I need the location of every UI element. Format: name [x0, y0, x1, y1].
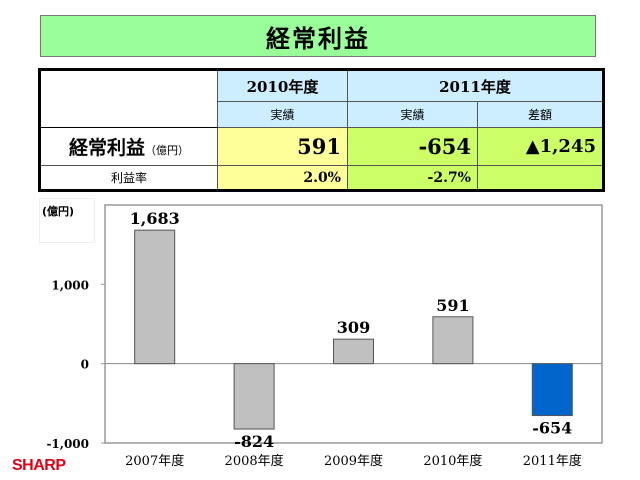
sub-2010: 実績	[217, 101, 348, 128]
corner-cell	[39, 69, 218, 128]
data-label: -824	[234, 432, 274, 451]
row2-label: 利益率	[39, 165, 218, 191]
header-2011: 2011年度	[347, 69, 604, 102]
data-label: 591	[436, 296, 469, 315]
row2-2011: -2.7%	[347, 165, 478, 191]
data-label: 309	[337, 318, 370, 337]
bar	[531, 363, 573, 417]
row2-2010: 2.0%	[217, 165, 348, 191]
data-label: 1,683	[130, 209, 180, 228]
y-tick-label: 1,000	[51, 278, 89, 292]
bar	[333, 338, 374, 365]
bar	[432, 316, 474, 365]
row1-label: 経常利益（億円）	[39, 127, 218, 166]
page-title: 経常利益	[40, 15, 596, 57]
header-2010: 2010年度	[217, 69, 348, 102]
data-label: -654	[532, 419, 572, 438]
unit-label: (億円)	[39, 198, 95, 243]
x-tick-label: 2009年度	[324, 453, 383, 469]
x-tick-label: 2007年度	[125, 453, 184, 469]
row1-diff: ▲1,245	[477, 127, 604, 166]
sharp-logo: SHARP	[12, 457, 66, 474]
summary-table: 2010年度 2011年度 実績 実績 差額 経常利益（億円） 591 -654…	[38, 68, 605, 192]
row2-diff	[477, 165, 604, 191]
y-tick-label: -1,000	[46, 437, 89, 451]
y-tick-label: 0	[81, 358, 89, 372]
row1-2011: -654	[347, 127, 478, 166]
row1-2010: 591	[217, 127, 348, 166]
bar	[134, 229, 176, 365]
bar	[233, 363, 275, 430]
sub-2011: 実績	[347, 101, 478, 128]
x-tick-label: 2008年度	[225, 453, 284, 469]
x-tick-label: 2010年度	[423, 453, 482, 469]
row1-label-text: 経常利益	[68, 137, 145, 159]
sub-diff: 差額	[477, 101, 604, 128]
x-tick-label: 2011年度	[523, 453, 582, 469]
plot-area	[104, 204, 603, 444]
row1-unit: （億円）	[145, 144, 189, 157]
